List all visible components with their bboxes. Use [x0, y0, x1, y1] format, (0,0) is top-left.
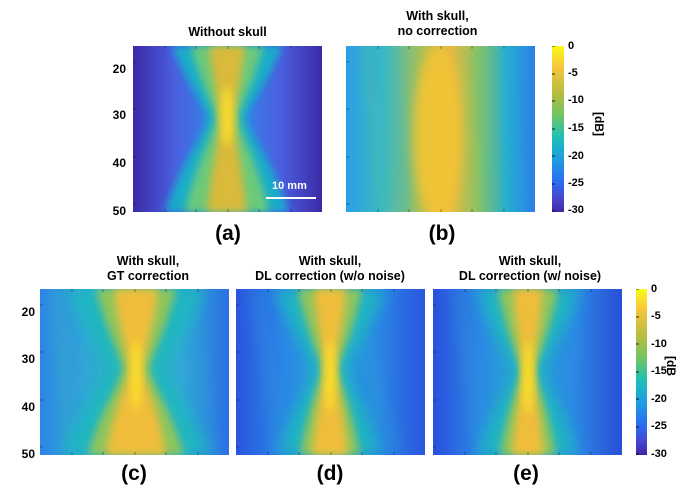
colorbar-top-tick-20: -20 — [568, 150, 584, 162]
panel-c-plot — [40, 289, 229, 455]
panel-c-ytick-50: 50 — [21, 447, 35, 461]
colorbar-top-tick-10: -10 — [568, 94, 584, 106]
panel-c-ytick-20: 20 — [21, 305, 35, 319]
panel-e-title: With skull, DL correction (w/ noise) — [458, 254, 602, 283]
colorbar-bottom-tick-20: -20 — [651, 393, 667, 405]
colorbar-top-tick-15: -15 — [568, 122, 584, 134]
colorbar-top-label: [dB] — [592, 112, 606, 136]
panel-a-label: (a) — [215, 222, 241, 245]
panel-a-title: Without skull — [188, 25, 267, 39]
colorbar-top-tick-5: -5 — [568, 67, 578, 79]
panel-b-title: With skull, no correction — [397, 9, 478, 38]
colorbar-bottom-label: [dB — [664, 356, 677, 376]
panel-c-ytick-30: 30 — [21, 352, 35, 366]
panel-e-image — [433, 289, 622, 455]
panel-d-label: (d) — [316, 462, 344, 485]
colorbar-bottom-tick-5: -5 — [651, 310, 661, 322]
panel-d-image — [236, 289, 425, 455]
colorbar-bottom-tick-15: -15 — [651, 365, 667, 377]
colorbar-bottom — [636, 288, 647, 455]
panel-b-plot — [346, 46, 535, 212]
panel-e-label: (e) — [513, 462, 539, 485]
colorbar-top-gradient — [552, 45, 564, 212]
scale-bar-label: 10 mm — [272, 180, 307, 192]
colorbar-bottom-tick-30: -30 — [651, 448, 667, 460]
colorbar-top — [552, 45, 564, 212]
panel-a-plot — [133, 46, 322, 212]
panel-a-ytick-40: 40 — [112, 156, 126, 170]
panel-c-label: (c) — [121, 462, 147, 485]
panel-d-plot — [236, 289, 425, 455]
colorbar-top-tick-30: -30 — [568, 204, 584, 216]
scale-bar — [266, 197, 316, 199]
panel-a-ytick-20: 20 — [112, 62, 126, 76]
panel-c-title: With skull, GT correction — [107, 254, 189, 283]
colorbar-bottom-tick-10: -10 — [651, 338, 667, 350]
panel-a-image — [133, 46, 322, 212]
panel-d-title: With skull, DL correction (w/o noise) — [255, 254, 405, 283]
panel-b-label: (b) — [428, 222, 456, 245]
panel-b-image — [346, 46, 535, 212]
colorbar-bottom-tick-0: 0 — [651, 283, 658, 295]
panel-a-ytick-50: 50 — [112, 204, 126, 218]
colorbar-top-tick-25: -25 — [568, 177, 584, 189]
panel-e-plot — [433, 289, 622, 455]
colorbar-top-tick-0: 0 — [568, 40, 575, 52]
panel-c-ytick-40: 40 — [21, 400, 35, 414]
colorbar-bottom-tick-25: -25 — [651, 420, 667, 432]
panel-a-ytick-30: 30 — [112, 108, 126, 122]
panel-c-image — [40, 289, 229, 455]
colorbar-bottom-gradient — [636, 288, 647, 455]
